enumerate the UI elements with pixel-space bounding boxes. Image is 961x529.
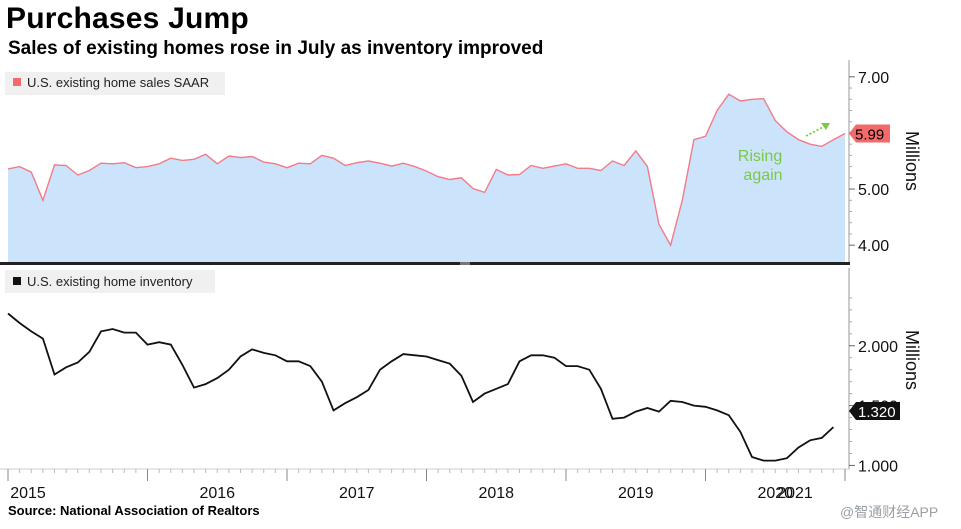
sales-last-value-label: 5.99	[855, 127, 884, 144]
panel-divider	[0, 262, 850, 265]
x-tick-label-2016: 2016	[199, 485, 235, 502]
rising-arrow-icon	[805, 123, 830, 137]
inventory-panel: U.S. existing home inventory 1.0001.5002…	[5, 268, 922, 475]
x-tick-label-2018: 2018	[478, 485, 514, 502]
x-tick-label-2017: 2017	[339, 485, 375, 502]
inventory-y-axis: 1.0001.5002.000	[848, 268, 898, 475]
sales-y-tick-label: 7.00	[858, 70, 889, 87]
inventory-y-tick-label: 1.000	[858, 458, 898, 475]
sales-legend-box	[5, 72, 225, 95]
inventory-last-value-label: 1.320	[858, 404, 896, 421]
sales-callout-shape	[849, 124, 890, 143]
watermark: @智通财经APP	[840, 504, 939, 520]
inventory-callout-shape	[849, 402, 900, 420]
sales-y-tick-label: 4.00	[858, 238, 889, 255]
chart-title: Purchases Jump	[6, 2, 249, 35]
inventory-last-value-callout: 1.320	[849, 402, 900, 421]
inventory-legend-swatch	[13, 277, 21, 285]
inventory-legend-box	[5, 270, 215, 293]
chart-subtitle: Sales of existing homes rose in July as …	[8, 38, 544, 59]
sales-line	[7, 93, 846, 248]
x-tick-label-2021: 2021	[777, 485, 813, 502]
sales-y-axis: 4.005.006.007.00	[848, 60, 889, 262]
source-note: Source: National Association of Realtors	[8, 503, 260, 518]
sales-panel: U.S. existing home sales SAAR 4.005.006.…	[5, 60, 922, 262]
sales-unit-label: Millions	[902, 131, 922, 191]
inventory-legend-label: U.S. existing home inventory	[27, 274, 193, 289]
inventory-line	[7, 312, 835, 462]
inventory-y-tick-label: 2.000	[858, 339, 898, 356]
inventory-unit-label: Millions	[902, 330, 922, 390]
sales-y-tick-label: 5.00	[858, 182, 889, 199]
sales-last-value-callout: 5.99	[849, 124, 890, 144]
sales-legend-swatch	[13, 78, 21, 86]
x-tick-label-2015: 2015	[10, 485, 46, 502]
sales-legend-label: U.S. existing home sales SAAR	[27, 75, 209, 90]
divider-handle	[460, 262, 470, 265]
annotation-line-2: again	[743, 167, 782, 184]
x-tick-label-2019: 2019	[618, 485, 654, 502]
x-tick-label-2020: 2020	[757, 485, 793, 502]
annotation-line-1: Rising	[738, 148, 782, 165]
sales-area	[8, 94, 845, 262]
